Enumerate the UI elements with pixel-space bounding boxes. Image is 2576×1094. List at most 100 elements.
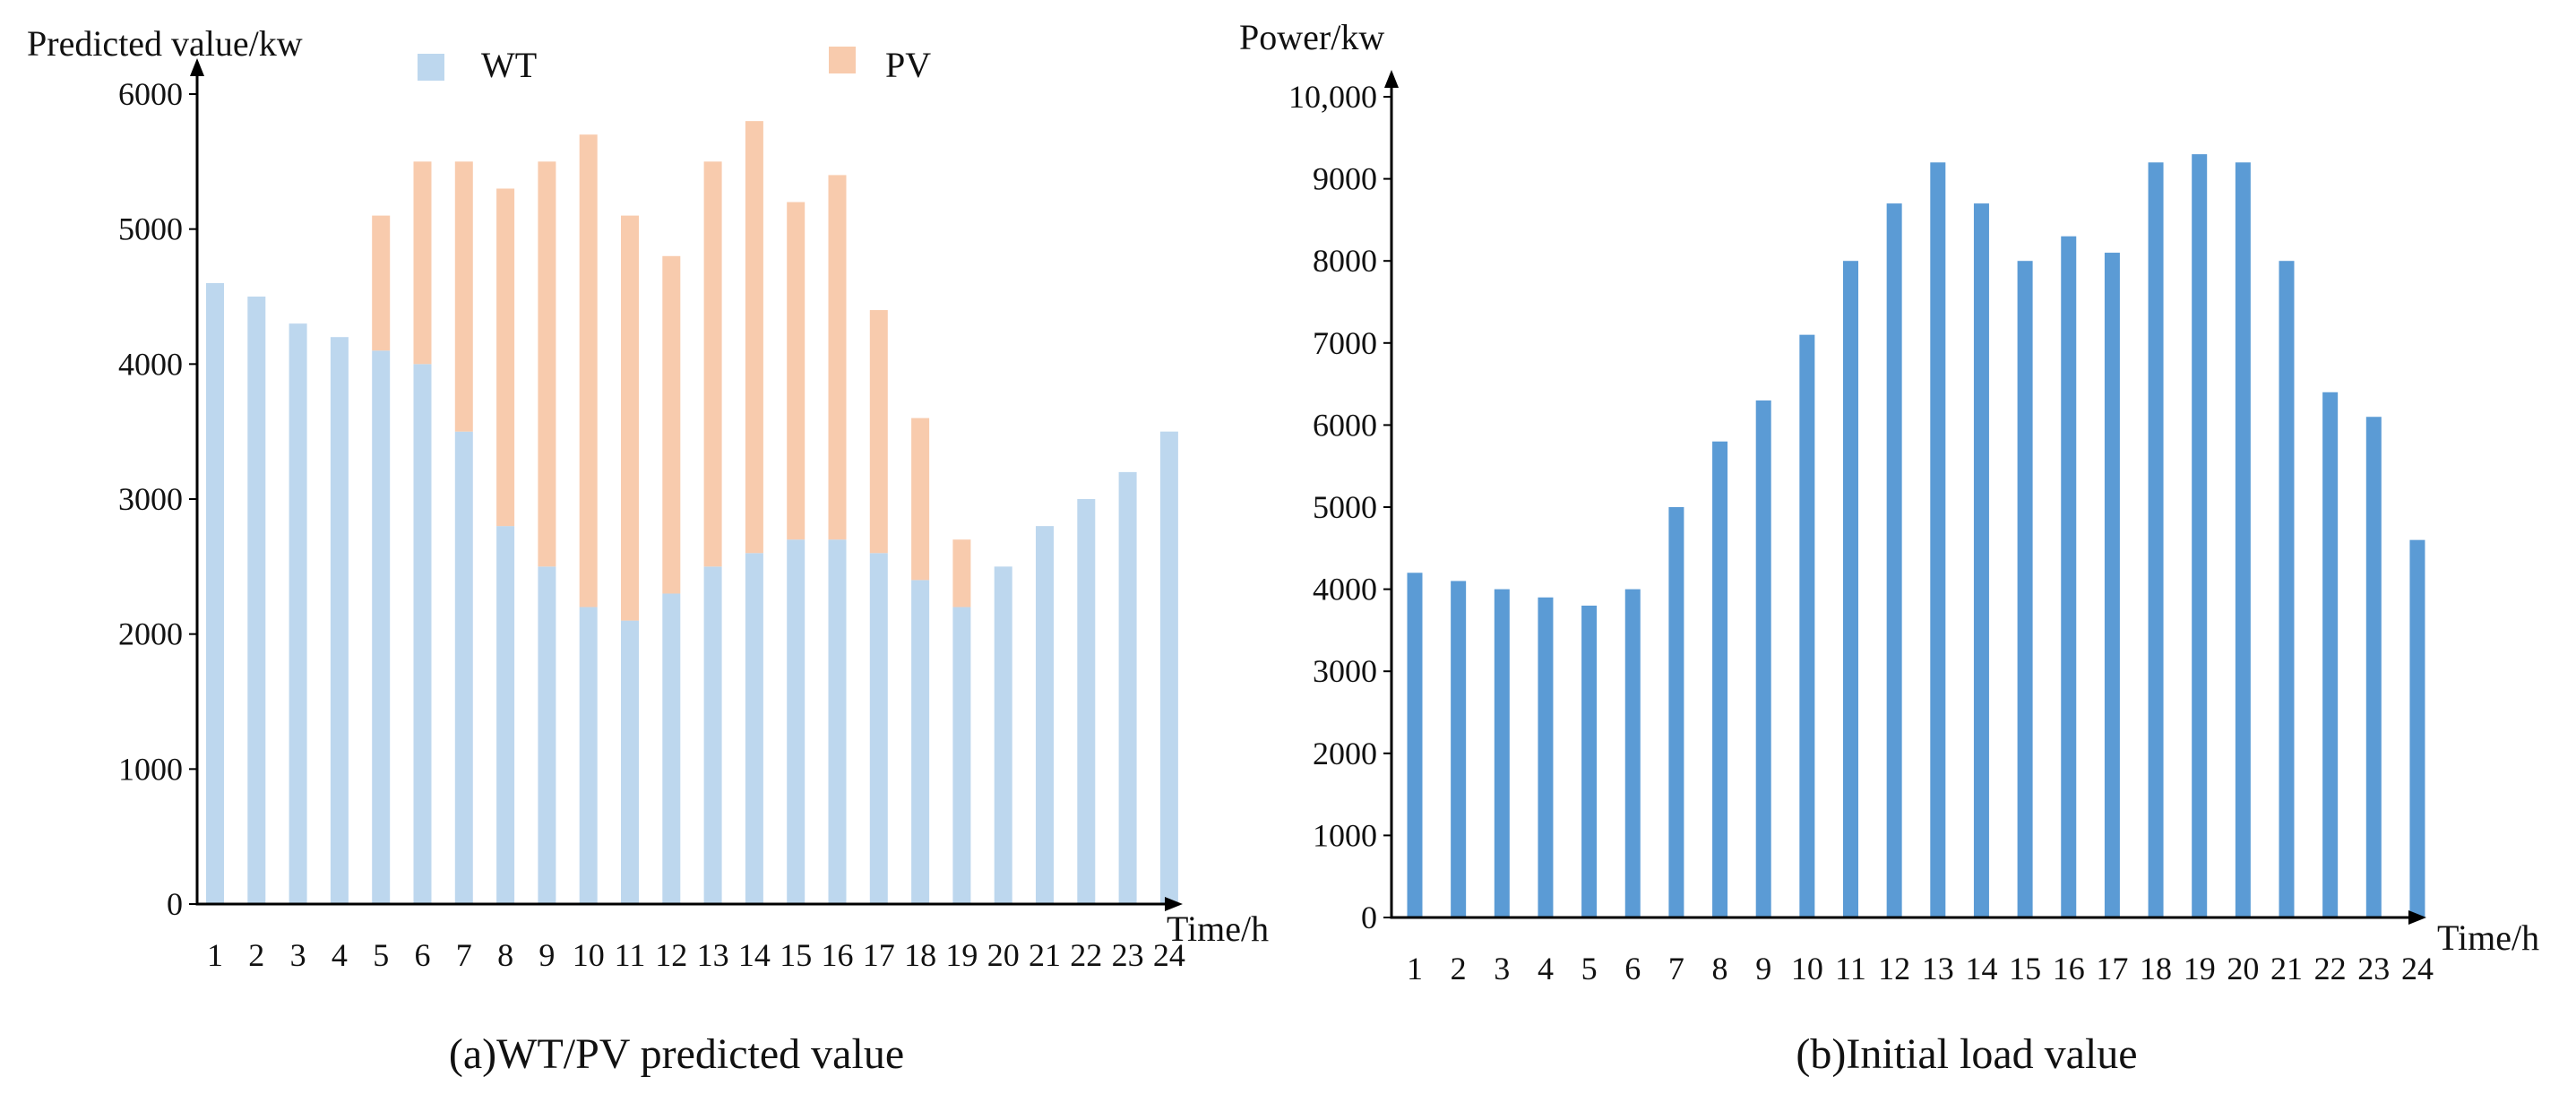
chart-b-x-ticks: 1 2 3 4 5 6 7 8 9 10 11 12 13 14 15 16 17 18 19 20 21 22 23 24 [1407,951,2434,986]
x-tick-label: 3 [1494,951,1510,986]
chart-a-x-label: Time/h [1167,909,1269,949]
bar-pv-6 [413,161,432,365]
bar-wt-12 [662,593,681,904]
bar-wt-19 [952,607,971,904]
x-tick-label: 7 [456,937,472,973]
bar-wt-5 [372,350,391,904]
bar-wt-22 [1077,499,1096,904]
x-tick-label: 11 [1835,951,1866,986]
bar-pv-5 [372,215,391,351]
bar-pv-8 [496,188,515,527]
bar-pv-11 [621,215,639,621]
bar-wt-24 [1159,431,1178,905]
chart-a-y-arrow [190,58,204,76]
bar-pv-19 [952,539,971,607]
bar-load-15 [2017,261,2033,917]
x-tick-label: 20 [2227,951,2259,986]
bar-pv-15 [787,202,806,540]
x-tick-label: 3 [290,937,306,973]
x-tick-label: 23 [2357,951,2390,986]
y-tick-label: 3000 [118,481,183,517]
chart-b-axes [1390,77,2419,919]
bar-wt-11 [621,620,639,904]
legend-wt-label: WT [481,45,537,85]
bar-load-1 [1407,573,1423,917]
bar-load-21 [2279,261,2295,917]
x-tick-label: 14 [738,937,771,973]
chart-b-x-arrow [2408,910,2426,925]
bar-wt-14 [745,553,763,904]
chart-a-x-arrow [1165,897,1183,911]
bar-wt-2 [247,297,266,904]
x-tick-label: 23 [1112,937,1144,973]
x-tick-label: 10 [1791,951,1823,986]
chart-a-caption: (a)WT/PV predicted value [449,1030,904,1078]
bar-wt-13 [703,566,722,904]
bar-pv-18 [911,418,930,581]
chart-a-bars [206,121,1178,905]
x-tick-label: 8 [1712,951,1728,986]
bar-pv-7 [454,161,473,432]
bar-load-22 [2322,392,2339,917]
x-tick-label: 12 [655,937,687,973]
bar-pv-16 [828,175,847,540]
x-tick-label: 13 [697,937,729,973]
bar-pv-9 [538,161,556,567]
bar-load-14 [1973,203,1989,917]
x-tick-label: 7 [1668,951,1684,986]
x-tick-label: 14 [1965,951,1997,986]
chart-b-load: 0 1000 2000 3000 4000 5000 6000 7000 8000 9000 10,… [1239,17,2539,1078]
x-tick-label: 17 [863,937,895,973]
bar-load-10 [1799,334,1815,917]
bar-wt-21 [1036,526,1054,904]
x-tick-label: 8 [497,937,513,973]
y-tick-label: 3000 [1313,653,1377,689]
chart-b-x-label: Time/h [2437,917,2539,958]
bar-load-16 [2061,236,2077,918]
x-tick-label: 9 [1755,951,1771,986]
bar-wt-20 [994,566,1012,904]
bar-pv-13 [703,161,722,567]
bar-wt-18 [911,580,930,904]
y-tick-label: 2000 [118,616,183,652]
x-tick-label: 5 [1581,951,1598,986]
x-tick-label: 10 [573,937,605,973]
bar-wt-17 [869,553,888,904]
x-tick-label: 1 [207,937,223,973]
chart-a-axes [195,65,1174,906]
x-tick-label: 9 [538,937,555,973]
bar-wt-4 [330,337,349,904]
x-tick-label: 24 [2401,951,2434,986]
bar-load-5 [1581,605,1598,917]
x-tick-label: 19 [2184,951,2216,986]
bar-wt-6 [413,364,432,904]
x-tick-label: 21 [2270,951,2303,986]
bar-load-13 [1930,162,1946,917]
chart-b-caption: (b)Initial load value [1796,1030,2137,1078]
y-tick-label: 9000 [1313,161,1377,197]
y-tick-label: 6000 [118,76,183,112]
x-tick-label: 5 [373,937,389,973]
chart-a-y-label: Predicted value/kw [27,23,303,64]
bar-wt-16 [828,539,847,904]
bar-load-3 [1494,589,1510,917]
x-tick-label: 21 [1029,937,1061,973]
bar-load-20 [2235,162,2251,917]
bar-pv-17 [869,310,888,554]
x-tick-label: 20 [987,937,1020,973]
y-tick-label: 0 [1361,900,1377,935]
chart-b-y-ticks: 0 1000 2000 3000 4000 5000 6000 7000 8000 9000 10,… [1288,79,1391,935]
bar-load-18 [2148,162,2164,917]
y-tick-label: 0 [167,886,183,922]
x-tick-label: 18 [2140,951,2172,986]
bar-load-8 [1712,441,1728,918]
x-tick-label: 2 [248,937,264,973]
bar-wt-10 [579,607,598,904]
y-tick-label: 1000 [1313,817,1377,853]
legend-pv-label: PV [885,45,931,85]
x-tick-label: 24 [1153,937,1185,973]
x-tick-label: 22 [2314,951,2347,986]
bar-pv-14 [745,121,763,554]
bar-wt-3 [289,323,307,905]
